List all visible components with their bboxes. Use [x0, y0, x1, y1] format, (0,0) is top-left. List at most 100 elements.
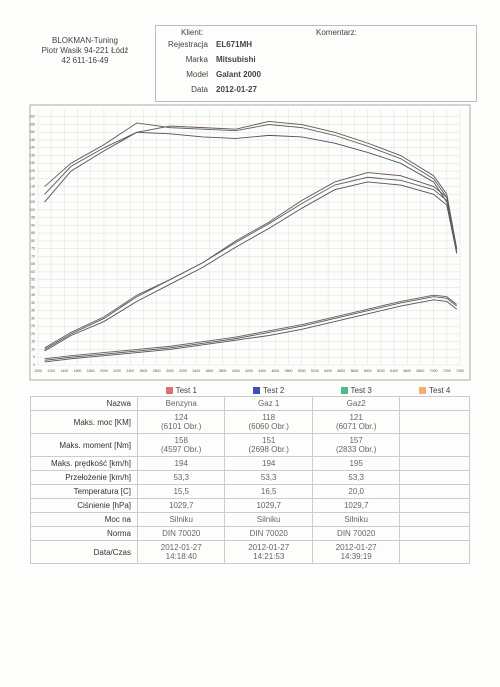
y-tick-label: 160: [29, 115, 35, 119]
y-tick-label: 140: [29, 146, 35, 150]
y-tick-label: 50: [31, 285, 35, 289]
cell: DIN 70020: [311, 526, 401, 541]
legend-swatch: [253, 387, 261, 394]
y-tick-label: 80: [31, 239, 35, 243]
table-row: Data/Czas 2012-01-27 14:18:40 2012-01-27 1…: [30, 540, 470, 564]
cell: 1029,7: [224, 498, 313, 513]
cell: 124 (6101 Obr.): [136, 410, 226, 434]
y-tick-label: 15: [31, 340, 35, 344]
cell: Gaz2: [311, 396, 401, 411]
x-tick-label: 6800: [417, 369, 425, 373]
x-tick-label: 4600: [271, 369, 279, 373]
y-tick-label: 145: [29, 138, 35, 142]
table-row: Moc na Silniku Silniku Silniku: [30, 512, 470, 527]
y-tick-label: 110: [29, 192, 35, 196]
field-label: Rejestracja: [167, 40, 208, 49]
table: Test 1 Test 2 Test 3 Test 4 Nazwa Benzyna Gaz …: [30, 385, 470, 564]
cell: 2012-01-27 14:21:53: [224, 540, 313, 564]
company-line: BLOKMAN-Tuning: [52, 36, 118, 45]
y-tick-label: 40: [31, 301, 35, 305]
x-tick-label: 6400: [390, 369, 398, 373]
table-row: Nazwa Benzyna Gaz 1 Gaz2: [30, 396, 470, 411]
cell: 194: [224, 456, 313, 471]
y-tick-label: 65: [31, 262, 35, 266]
y-tick-label: 55: [31, 278, 35, 282]
table-row: Ciśnienie [hPa] 1029,7 1029,7 1029,7: [30, 498, 470, 513]
data-line: [44, 176, 458, 349]
cell: [399, 540, 470, 564]
cell: 53,3: [136, 470, 226, 485]
y-tick-label: 120: [29, 177, 35, 181]
cell: 121 (6071 Obr.): [311, 410, 401, 434]
data-line: [44, 172, 458, 350]
data-line: [44, 131, 458, 254]
x-tick-label: 3000: [166, 369, 174, 373]
cell: [399, 410, 470, 434]
cell: 195: [311, 456, 401, 471]
cell: 158 (4597 Obr.): [136, 433, 226, 457]
field-label: Marka: [185, 55, 208, 64]
x-tick-label: 1600: [74, 369, 82, 373]
cell: 1029,7: [311, 498, 401, 513]
results-table: Test 1 Test 2 Test 3 Test 4 Nazwa Benzyna Gaz …: [30, 385, 470, 564]
row-label: Maks. moc [KM]: [30, 410, 138, 434]
cell: [399, 484, 470, 499]
y-tick-label: 95: [31, 216, 35, 220]
x-tick-label: 2600: [140, 369, 148, 373]
table-row: Norma DIN 70020 DIN 70020 DIN 70020: [30, 526, 470, 541]
row-label: Temperatura [C]: [30, 484, 138, 499]
x-tick-label: 2200: [113, 369, 121, 373]
x-tick-label: 3200: [179, 369, 187, 373]
y-tick-label: 135: [29, 153, 35, 157]
y-tick-label: 45: [31, 293, 35, 297]
y-tick-label: 115: [29, 184, 35, 188]
table-row: Maks. moc [KM] 124 (6101 Obr.) 118 (6060 O…: [30, 410, 470, 434]
y-tick-label: 155: [29, 122, 35, 126]
table-row: Maks. moment [Nm] 158 (4597 Obr.) 151 (269…: [30, 433, 470, 457]
cell: 2012-01-27 14:39:19: [311, 540, 401, 564]
column-header: Test 3: [312, 385, 399, 397]
company: BLOKMAN-Tuning Piotr Wasik 94-221 Łódź 42 …: [20, 36, 150, 66]
row-label: Data/Czas: [30, 540, 138, 564]
row-label: Nazwa: [30, 396, 138, 411]
y-tick-label: 60: [31, 270, 35, 274]
row-label: Ciśnienie [hPa]: [30, 498, 138, 513]
cell: Benzyna: [136, 396, 226, 411]
table-row: Temperatura [C] 15,5 16,5 20,0: [30, 484, 470, 499]
cell: 16,5: [224, 484, 313, 499]
row-label: Maks. prędkość [km/h]: [30, 456, 138, 471]
column-header: Test 1: [138, 385, 225, 397]
cell: DIN 70020: [224, 526, 313, 541]
cell: 194: [136, 456, 226, 471]
y-tick-label: 35: [31, 309, 35, 313]
x-tick-label: 4400: [258, 369, 266, 373]
y-tick-label: 25: [31, 324, 35, 328]
data-line: [44, 120, 458, 249]
cell: Silniku: [311, 512, 401, 527]
x-tick-label: 5200: [311, 369, 319, 373]
row-label: Przełożenie [km/h]: [30, 470, 138, 485]
field-label: Model: [186, 70, 208, 79]
cell: 118 (6060 Obr.): [224, 410, 313, 434]
legend-label: Test 2: [263, 386, 285, 395]
row-label: Moc na: [30, 512, 138, 527]
y-tick-label: 90: [31, 223, 35, 227]
x-tick-label: 3400: [192, 369, 200, 373]
client-box: Klient: Komentarz: Rejestracja EL671MH Mar…: [155, 25, 477, 102]
cell: [399, 456, 470, 471]
x-tick-label: 6200: [377, 369, 385, 373]
column-header: Test 2: [225, 385, 312, 397]
row-label: Maks. moment [Nm]: [30, 433, 138, 457]
cell: [399, 396, 470, 411]
y-tick-label: 10: [31, 347, 35, 351]
cell: [399, 526, 470, 541]
data-line: [44, 181, 458, 352]
x-tick-label: 1400: [60, 369, 68, 373]
row-label: Norma: [30, 526, 138, 541]
y-tick-label: 5: [33, 355, 35, 359]
chart-frame: [29, 104, 471, 381]
field-value: Mitsubishi: [216, 55, 256, 64]
x-tick-label: 5400: [324, 369, 332, 373]
x-tick-label: 2000: [100, 369, 108, 373]
x-tick-label: 1000: [34, 369, 42, 373]
